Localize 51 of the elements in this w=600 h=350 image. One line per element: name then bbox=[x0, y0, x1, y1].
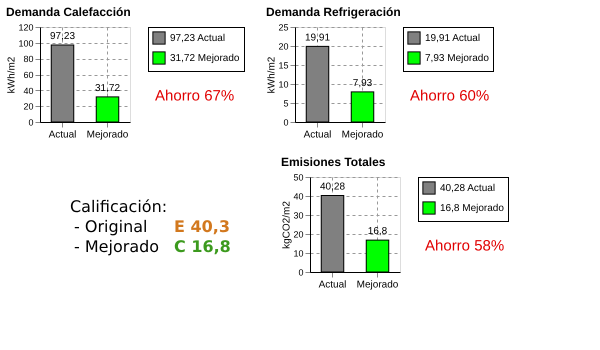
y-axis-title: kWh/m2 bbox=[266, 56, 278, 94]
y-tick-label: 50 bbox=[293, 172, 304, 182]
y-tick-label: 60 bbox=[23, 70, 34, 80]
x-tick-label: Actual bbox=[304, 130, 332, 140]
data-label: 19,91 bbox=[304, 32, 330, 44]
y-tick-label: 5 bbox=[283, 98, 288, 108]
x-tick-label: Actual bbox=[318, 280, 346, 290]
y-tick-label: 10 bbox=[293, 248, 304, 258]
y-axis-title: kgCO2/m2 bbox=[281, 200, 292, 249]
text: Ahorro 67% bbox=[155, 87, 234, 104]
y-tick-label: 0 bbox=[28, 118, 34, 128]
x-tick-label: Actual bbox=[48, 130, 76, 140]
y-tick-label: 10 bbox=[278, 80, 288, 90]
data-label: 31,72 bbox=[94, 82, 120, 94]
legend-label: 31,72 Mejorado bbox=[170, 53, 240, 64]
x-tick-label: Mejorado bbox=[342, 130, 384, 140]
x-tick-label: Mejorado bbox=[356, 280, 399, 290]
chart-title: Emisiones Totales bbox=[280, 155, 386, 169]
y-tick-label: 40 bbox=[23, 86, 34, 96]
text: - Original bbox=[74, 217, 148, 236]
text: C 16,8 bbox=[174, 237, 231, 256]
legend-label: 40,28 Actual bbox=[440, 183, 496, 194]
text: Ahorro 58% bbox=[425, 237, 504, 254]
text: E 40,3 bbox=[174, 217, 230, 236]
y-tick-label: 0 bbox=[283, 118, 288, 128]
x-tick-label: Mejorado bbox=[86, 130, 129, 140]
legend-label: 19,91 Actual bbox=[425, 33, 480, 44]
chart-title: Demanda Refrigeración bbox=[266, 5, 401, 19]
data-label: 16,8 bbox=[368, 226, 388, 238]
y-tick-label: 30 bbox=[293, 210, 304, 220]
legend-label: 7,93 Mejorado bbox=[425, 53, 490, 64]
y-tick-label: 80 bbox=[23, 54, 34, 64]
y-tick-label: 25 bbox=[278, 22, 288, 32]
data-label: 97,23 bbox=[50, 31, 76, 42]
y-tick-label: 120 bbox=[18, 22, 34, 32]
y-tick-label: 20 bbox=[23, 102, 34, 112]
y-tick-label: 100 bbox=[18, 38, 34, 48]
y-tick-label: 20 bbox=[278, 42, 288, 52]
y-tick-label: 0 bbox=[298, 268, 304, 278]
y-tick-label: 15 bbox=[278, 60, 288, 70]
y-tick-label: 20 bbox=[293, 230, 304, 240]
legend-label: 97,23 Actual bbox=[170, 33, 226, 44]
text: - Mejorado bbox=[74, 237, 160, 256]
data-label: 40,28 bbox=[320, 181, 346, 192]
text: Calificación: bbox=[70, 197, 168, 216]
y-tick-label: 40 bbox=[293, 192, 304, 202]
data-label: 7,93 bbox=[352, 78, 373, 89]
legend-label: 16,8 Mejorado bbox=[440, 203, 504, 214]
text: Ahorro 60% bbox=[410, 87, 490, 104]
y-axis-title: kWh/m2 bbox=[6, 56, 18, 94]
chart-title: Demanda Calefacción bbox=[6, 5, 131, 19]
